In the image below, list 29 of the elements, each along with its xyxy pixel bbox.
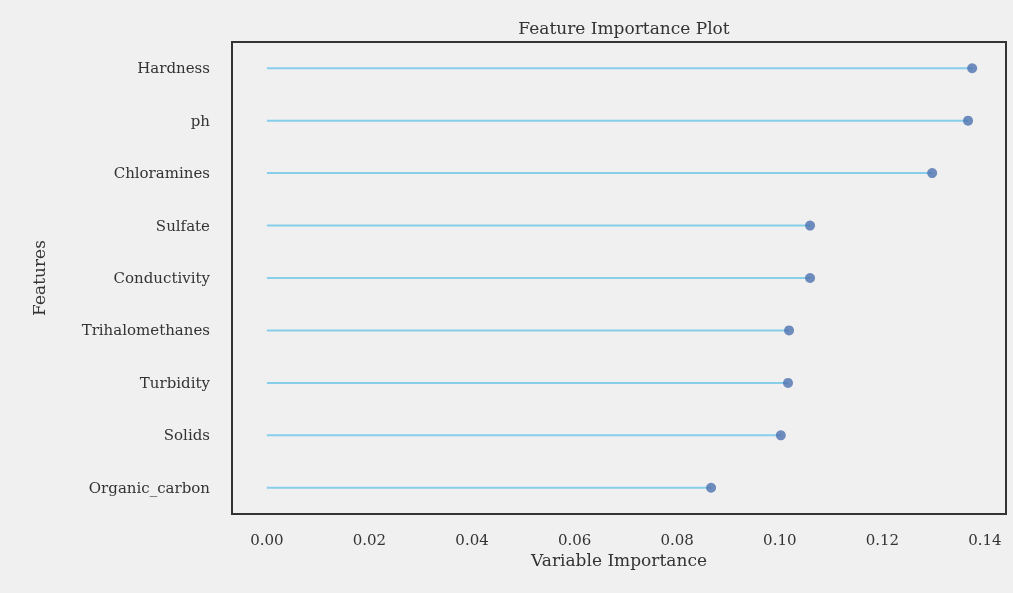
point <box>805 273 816 283</box>
x-axis-title: Variable Importance <box>530 550 707 571</box>
point <box>805 220 816 231</box>
x-tick-label: 0.10 <box>763 530 797 549</box>
point <box>963 115 974 126</box>
y-tick-label: Organic_carbon <box>88 478 211 497</box>
y-tick-label: Turbidity <box>139 373 211 392</box>
y-axis-title: Features <box>28 240 49 316</box>
point <box>784 325 795 336</box>
x-tick-label: 0.06 <box>557 530 592 549</box>
x-tick-label: 0.00 <box>250 530 284 549</box>
y-tick-label: Chloramines <box>113 164 210 183</box>
point <box>927 168 938 179</box>
y-tick-label: Conductivity <box>113 269 211 287</box>
x-tick-label: 0.14 <box>968 530 1002 549</box>
y-tick-label: Hardness <box>137 59 210 78</box>
point <box>775 430 786 441</box>
y-tick-label: Sulfate <box>155 216 211 235</box>
x-tick-label: 0.08 <box>660 530 694 549</box>
x-tick-label: 0.12 <box>865 530 900 549</box>
y-tick-label: Solids <box>163 426 210 445</box>
x-tick-label: 0.02 <box>352 530 387 549</box>
y-tick-label: ph <box>190 111 211 130</box>
chart-title: Feature Importance Plot <box>518 17 730 38</box>
point <box>706 482 717 493</box>
y-tick-label: Trihalomethanes <box>81 321 210 340</box>
x-tick-label: 0.04 <box>455 530 489 549</box>
point <box>783 377 794 388</box>
point <box>967 63 978 74</box>
